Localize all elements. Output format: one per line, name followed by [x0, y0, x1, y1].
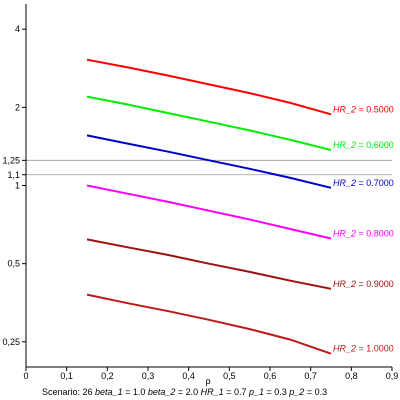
series-line	[86, 134, 332, 189]
series-label: HR_2 = 0.8000	[333, 229, 394, 239]
series-label: HR_2 = 0.6000	[333, 140, 394, 150]
footer: Scenario: 26 beta_1 = 1.0 beta_2 = 2.0 H…	[42, 387, 327, 397]
series-label: HR_2 = 0.9000	[333, 279, 394, 289]
x-tick-label: 0,8	[345, 371, 358, 381]
series-line	[86, 293, 332, 355]
series-line	[86, 238, 332, 290]
x-tick-label: 0,4	[182, 371, 195, 381]
x-tick-label: 0,5	[223, 371, 236, 381]
footer-parameters: Scenario: 26 beta_1 = 1.0 beta_2 = 2.0 H…	[42, 387, 327, 397]
y-tick-label: 1	[15, 181, 20, 191]
series-label: HR_2 = 1.0000	[333, 344, 394, 354]
y-tick-label: 1,1	[7, 170, 20, 180]
y-tick-label: 0,5	[7, 259, 20, 269]
series-line	[86, 95, 332, 151]
series-lines	[86, 58, 332, 355]
x-tick-label: 0,1	[60, 371, 73, 381]
x-tick-label: 0,2	[101, 371, 114, 381]
series-line	[86, 58, 332, 116]
series-labels: HR_2 = 0.5000 HR_2 = 0.6000 HR_2 = 0.7000 H…	[333, 104, 394, 353]
y-tick-label: 1,25	[2, 155, 20, 165]
y-tick-label: 2	[15, 102, 20, 112]
y-tick-label: 0,25	[2, 337, 20, 347]
x-tick-label: 0,3	[142, 371, 155, 381]
axes: 0 0,1 0,2 0,3 0,4 0,5 0,6 0,7 0,8 0,9 0,25 0,5 11,1 1…	[2, 4, 398, 381]
series-label: HR_2 = 0.5000	[333, 104, 394, 114]
x-tick-label: 0,6	[264, 371, 277, 381]
x-tick-label: 0,7	[304, 371, 317, 381]
y-tick-label: 4	[15, 24, 20, 34]
series-label: HR_2 = 0.7000	[333, 178, 394, 188]
series-line	[86, 184, 332, 240]
x-axis-label: ρ	[205, 376, 210, 386]
x-tick-label: 0,9	[386, 371, 399, 381]
x-tick-label: 0	[23, 371, 28, 381]
